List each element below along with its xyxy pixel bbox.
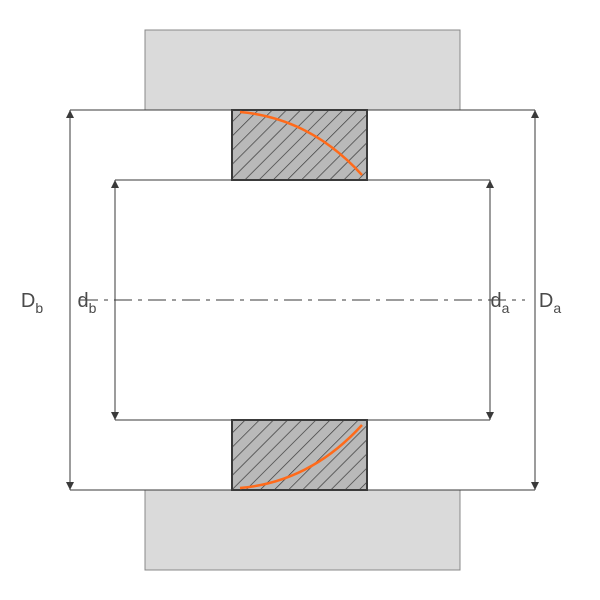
housing-block — [145, 490, 460, 570]
label-db: db — [78, 290, 97, 316]
housing-block — [145, 30, 460, 110]
label-da: da — [491, 290, 510, 316]
bearing-section — [232, 420, 367, 490]
label-Da: Da — [539, 290, 561, 316]
bearing-section — [232, 110, 367, 180]
bearing-cross-section-diagram: Db db da Da — [0, 0, 600, 600]
label-Db: Db — [21, 290, 43, 316]
